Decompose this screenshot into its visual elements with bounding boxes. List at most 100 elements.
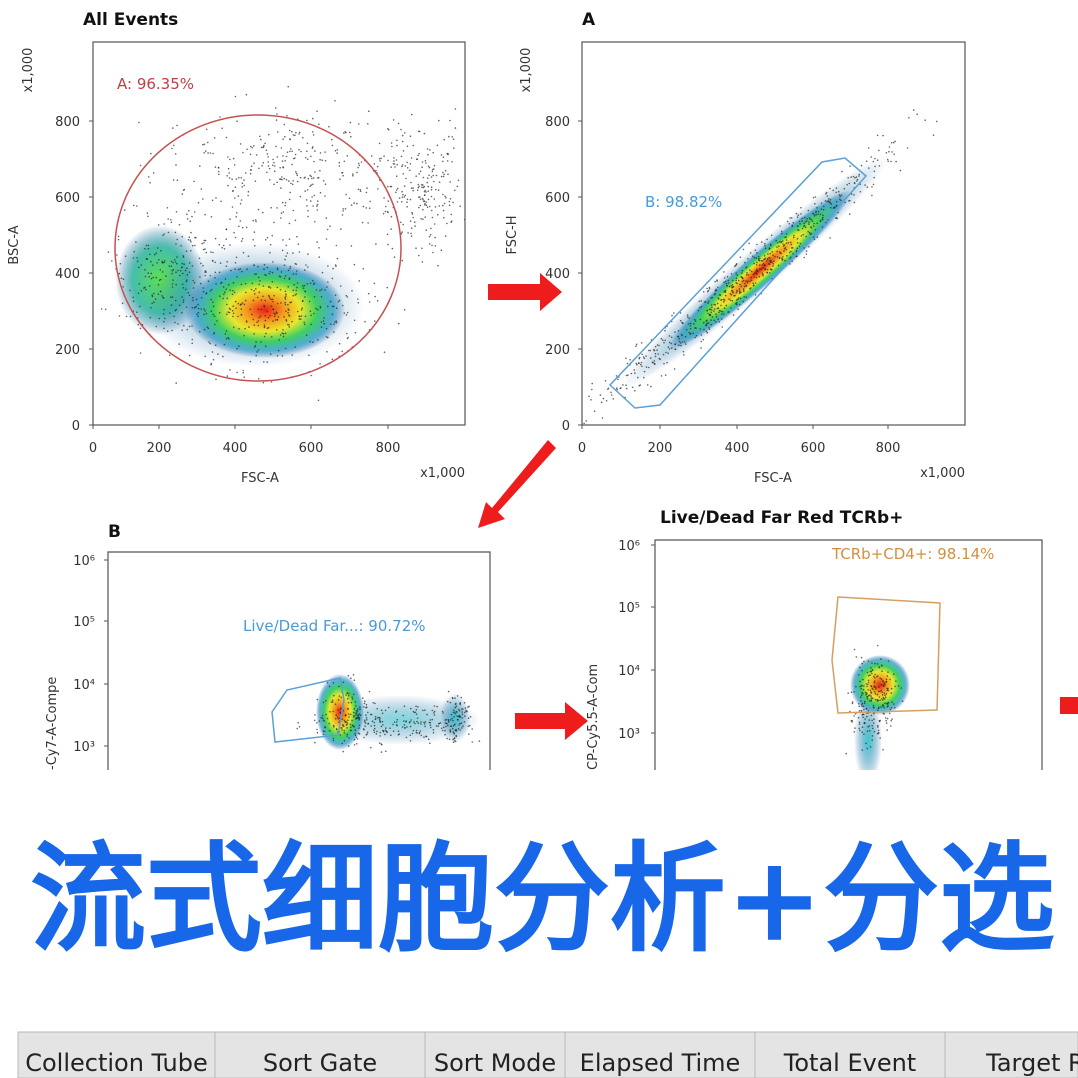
event-dot xyxy=(285,155,288,158)
event-dot xyxy=(830,203,833,205)
event-dot xyxy=(338,342,341,345)
event-dot xyxy=(695,327,697,329)
event-dot xyxy=(210,251,212,253)
event-dot xyxy=(294,134,296,137)
event-dot xyxy=(681,334,683,337)
event-dot xyxy=(276,319,279,321)
event-dot xyxy=(219,116,221,118)
x-axis-label: FSC-A xyxy=(754,471,792,486)
event-dot xyxy=(376,300,379,302)
event-dot xyxy=(689,325,692,327)
event-dot xyxy=(451,136,454,138)
event-dot xyxy=(359,706,361,708)
event-dot xyxy=(877,644,879,647)
event-dot xyxy=(877,690,880,693)
event-dot xyxy=(240,177,243,179)
event-dot xyxy=(885,719,887,722)
event-dot xyxy=(854,177,856,179)
event-dot xyxy=(700,334,703,336)
event-dot xyxy=(209,274,212,277)
event-dot xyxy=(742,289,745,292)
event-dot xyxy=(272,308,274,311)
event-dot xyxy=(316,203,319,206)
event-dot xyxy=(798,220,801,223)
event-dot xyxy=(232,305,234,308)
event-dot xyxy=(225,288,228,291)
event-dot xyxy=(240,314,242,316)
event-dot xyxy=(416,158,418,161)
event-dot xyxy=(430,186,433,188)
event-dot xyxy=(834,207,836,209)
event-dot xyxy=(374,295,376,298)
event-dot xyxy=(274,319,277,321)
event-dot xyxy=(446,700,449,703)
event-dot xyxy=(784,236,786,239)
event-dot xyxy=(459,205,462,207)
event-dot xyxy=(300,315,303,317)
event-dot xyxy=(321,159,324,161)
event-dot xyxy=(235,178,238,180)
event-dot xyxy=(849,165,851,167)
event-dot xyxy=(762,262,765,265)
event-dot xyxy=(662,353,665,356)
event-dot xyxy=(355,714,358,716)
event-dot xyxy=(225,337,228,340)
event-dot xyxy=(147,244,150,247)
event-dot xyxy=(286,115,288,117)
event-dot xyxy=(789,241,792,244)
event-dot xyxy=(298,318,301,320)
event-dot xyxy=(649,357,652,359)
event-dot xyxy=(455,705,458,707)
event-dot xyxy=(284,290,287,293)
event-dot xyxy=(228,172,230,174)
event-dot xyxy=(328,685,331,688)
y-axis-label: CP-Cy5.5-A-Com xyxy=(586,664,601,770)
event-dot xyxy=(711,316,714,318)
event-dot xyxy=(372,702,375,704)
event-dot xyxy=(686,316,689,318)
event-dot xyxy=(350,677,352,679)
event-dot xyxy=(298,148,300,151)
event-dot xyxy=(866,715,868,718)
event-dot xyxy=(342,681,345,684)
event-dot xyxy=(442,156,445,158)
event-dot xyxy=(336,728,338,731)
event-dot xyxy=(248,326,250,328)
event-dot xyxy=(204,213,206,216)
event-dot xyxy=(759,257,761,260)
event-dot xyxy=(723,271,725,273)
event-dot xyxy=(626,362,629,365)
event-dot xyxy=(181,266,183,268)
event-dot xyxy=(253,346,256,348)
event-dot xyxy=(368,207,371,209)
y-tick-label: 600 xyxy=(545,191,570,206)
event-dot xyxy=(238,345,240,348)
event-dot xyxy=(311,147,314,149)
event-dot xyxy=(643,370,646,373)
event-dot xyxy=(288,129,291,132)
event-dot xyxy=(736,274,738,276)
event-dot xyxy=(870,670,873,673)
event-dot xyxy=(880,698,883,700)
event-dot xyxy=(431,216,434,219)
event-dot xyxy=(406,201,408,203)
event-dot xyxy=(319,152,322,154)
event-dot xyxy=(715,321,717,323)
event-dot xyxy=(891,151,893,153)
event-dot xyxy=(411,213,414,215)
event-dot xyxy=(373,724,376,727)
event-dot xyxy=(875,688,877,690)
event-dot xyxy=(871,697,874,700)
event-dot xyxy=(862,688,865,691)
event-dot xyxy=(780,241,782,244)
event-dot xyxy=(314,221,316,223)
event-dot xyxy=(306,142,309,145)
event-dot xyxy=(297,310,299,313)
event-dot xyxy=(358,280,361,282)
event-dot xyxy=(189,239,192,241)
event-dot xyxy=(339,178,341,180)
event-dot xyxy=(280,271,283,273)
event-dot xyxy=(648,366,650,369)
event-dot xyxy=(346,733,349,735)
event-dot xyxy=(765,260,768,262)
